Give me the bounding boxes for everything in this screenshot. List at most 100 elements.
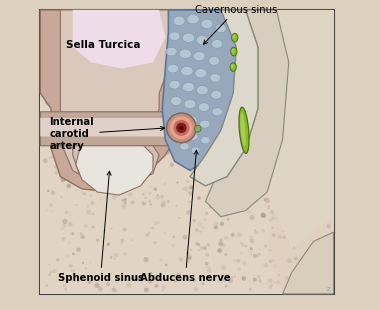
Circle shape — [146, 100, 149, 103]
Circle shape — [194, 125, 201, 132]
Circle shape — [108, 242, 110, 244]
Circle shape — [84, 224, 88, 228]
Circle shape — [231, 276, 233, 279]
Circle shape — [159, 119, 162, 122]
Circle shape — [248, 145, 251, 148]
Ellipse shape — [241, 113, 246, 147]
Circle shape — [283, 197, 286, 199]
Polygon shape — [73, 10, 165, 69]
Circle shape — [254, 229, 256, 231]
Circle shape — [324, 261, 328, 264]
Circle shape — [124, 175, 128, 179]
Circle shape — [294, 275, 297, 278]
Circle shape — [92, 137, 97, 142]
Circle shape — [95, 138, 100, 143]
Circle shape — [279, 269, 282, 272]
Circle shape — [76, 104, 78, 107]
Circle shape — [90, 194, 92, 197]
Circle shape — [254, 200, 257, 203]
Circle shape — [249, 135, 252, 138]
Circle shape — [114, 253, 119, 258]
Circle shape — [51, 210, 53, 212]
Circle shape — [145, 233, 149, 237]
Circle shape — [106, 282, 110, 286]
Circle shape — [96, 239, 99, 242]
Circle shape — [206, 253, 209, 257]
Circle shape — [298, 202, 301, 206]
Circle shape — [149, 203, 152, 206]
Circle shape — [172, 131, 175, 133]
Circle shape — [52, 154, 57, 159]
Circle shape — [131, 142, 136, 147]
Circle shape — [171, 101, 176, 106]
Circle shape — [247, 166, 252, 170]
Circle shape — [301, 233, 304, 236]
Circle shape — [185, 159, 189, 163]
Circle shape — [319, 279, 324, 284]
Circle shape — [197, 196, 201, 200]
Circle shape — [249, 236, 253, 240]
Circle shape — [228, 279, 233, 283]
Text: Internal
carotid
artery: Internal carotid artery — [49, 117, 165, 151]
Circle shape — [92, 143, 96, 146]
Circle shape — [79, 115, 82, 118]
Circle shape — [280, 205, 283, 208]
Polygon shape — [40, 118, 178, 136]
Circle shape — [300, 218, 304, 222]
Circle shape — [45, 209, 49, 212]
Circle shape — [149, 193, 151, 195]
Polygon shape — [73, 146, 159, 186]
Circle shape — [165, 150, 170, 154]
Text: Sella Turcica: Sella Turcica — [66, 40, 141, 51]
Circle shape — [94, 183, 96, 185]
Ellipse shape — [200, 120, 210, 128]
Circle shape — [283, 265, 286, 268]
Text: Sphenoid sinus: Sphenoid sinus — [57, 171, 144, 283]
Circle shape — [112, 150, 114, 152]
Circle shape — [284, 181, 289, 186]
Circle shape — [144, 257, 149, 262]
Circle shape — [230, 225, 231, 227]
Circle shape — [310, 112, 315, 117]
Circle shape — [241, 276, 246, 281]
Circle shape — [146, 132, 149, 136]
Circle shape — [273, 259, 275, 261]
Circle shape — [87, 184, 90, 187]
Circle shape — [193, 219, 196, 222]
Circle shape — [86, 276, 89, 279]
Circle shape — [314, 201, 317, 203]
Circle shape — [283, 236, 286, 239]
Circle shape — [250, 247, 253, 250]
Circle shape — [193, 136, 199, 141]
Circle shape — [169, 163, 173, 167]
Circle shape — [320, 246, 325, 250]
Circle shape — [76, 164, 80, 168]
Circle shape — [68, 242, 71, 244]
Circle shape — [320, 257, 325, 261]
Circle shape — [186, 210, 191, 215]
Circle shape — [107, 243, 110, 246]
Polygon shape — [267, 10, 334, 248]
Ellipse shape — [198, 103, 209, 112]
Circle shape — [265, 283, 267, 285]
Circle shape — [196, 118, 200, 122]
Circle shape — [200, 246, 204, 250]
Circle shape — [205, 115, 209, 119]
Circle shape — [271, 252, 276, 256]
Circle shape — [246, 164, 248, 166]
Circle shape — [312, 250, 317, 255]
Circle shape — [301, 170, 304, 174]
Circle shape — [306, 197, 310, 201]
Circle shape — [227, 175, 232, 179]
Circle shape — [85, 107, 90, 112]
Circle shape — [318, 195, 323, 199]
Circle shape — [195, 161, 200, 166]
Circle shape — [242, 261, 246, 265]
Circle shape — [113, 289, 117, 293]
Circle shape — [247, 166, 252, 171]
Circle shape — [291, 114, 295, 118]
Circle shape — [283, 268, 287, 272]
Circle shape — [259, 184, 264, 189]
Polygon shape — [40, 10, 190, 192]
Polygon shape — [190, 10, 258, 186]
